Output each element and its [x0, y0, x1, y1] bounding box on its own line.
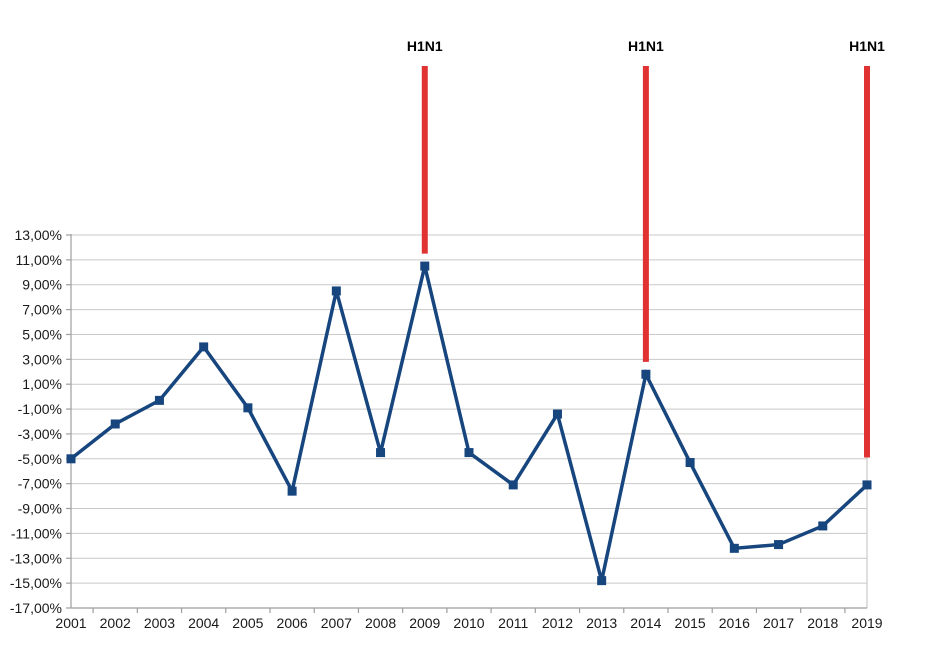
data-point-marker — [376, 448, 386, 458]
data-point-marker — [597, 576, 607, 586]
x-axis-label: 2004 — [188, 615, 219, 631]
y-axis-label: -17,00% — [10, 600, 62, 616]
x-axis-label: 2001 — [55, 615, 86, 631]
data-point-marker — [154, 395, 164, 405]
x-axis-label: 2007 — [321, 615, 352, 631]
annotation-label: H1N1 — [849, 38, 885, 54]
x-axis-label: 2003 — [144, 615, 175, 631]
x-axis-label: 2005 — [232, 615, 263, 631]
data-point-marker — [420, 261, 430, 271]
x-axis-label: 2012 — [542, 615, 573, 631]
y-axis-label: 1,00% — [22, 376, 62, 392]
y-axis-label: 11,00% — [16, 252, 62, 268]
y-axis-label: -13,00% — [10, 550, 62, 566]
data-point-marker — [110, 419, 120, 429]
y-axis-label: 7,00% — [22, 302, 62, 318]
y-axis-label: 13,00% — [15, 227, 62, 243]
x-axis-label: 2009 — [409, 615, 440, 631]
y-axis-label: -9,00% — [18, 501, 62, 517]
y-axis-label: 3,00% — [22, 351, 62, 367]
data-point-marker — [508, 480, 518, 490]
x-axis-label: 2016 — [719, 615, 750, 631]
data-point-marker — [287, 486, 297, 496]
y-axis-label: 5,00% — [22, 326, 62, 342]
data-point-marker — [199, 342, 209, 352]
y-axis-label: -5,00% — [18, 451, 62, 467]
y-axis-label: 9,00% — [22, 277, 62, 293]
y-axis-label: -7,00% — [18, 476, 62, 492]
y-axis-label: -1,00% — [18, 401, 62, 417]
y-axis-label: -15,00% — [10, 575, 62, 591]
x-axis-label: 2015 — [675, 615, 706, 631]
x-axis-label: 2006 — [277, 615, 308, 631]
data-point-marker — [685, 458, 695, 468]
data-point-marker — [552, 409, 562, 419]
y-axis-label: -3,00% — [18, 426, 62, 442]
data-point-marker — [862, 480, 872, 490]
x-axis-label: 2011 — [498, 615, 528, 631]
data-point-marker — [331, 286, 341, 296]
data-point-marker — [729, 543, 739, 553]
data-point-marker — [464, 448, 474, 458]
x-axis-label: 2010 — [453, 615, 484, 631]
x-axis-label: 2002 — [100, 615, 131, 631]
data-point-marker — [641, 369, 651, 379]
x-axis-label: 2008 — [365, 615, 396, 631]
x-axis-label: 2013 — [586, 615, 617, 631]
x-axis-label: 2017 — [763, 615, 794, 631]
x-axis-label: 2018 — [807, 615, 838, 631]
annotation-label: H1N1 — [628, 38, 664, 54]
y-axis-label: -11,00% — [11, 525, 62, 541]
data-point-marker — [818, 521, 828, 531]
x-axis-label: 2019 — [851, 615, 882, 631]
data-point-marker — [66, 454, 76, 464]
data-point-marker — [774, 540, 784, 550]
data-point-marker — [243, 403, 253, 413]
x-axis-label: 2014 — [630, 615, 661, 631]
annotation-label: H1N1 — [407, 38, 443, 54]
